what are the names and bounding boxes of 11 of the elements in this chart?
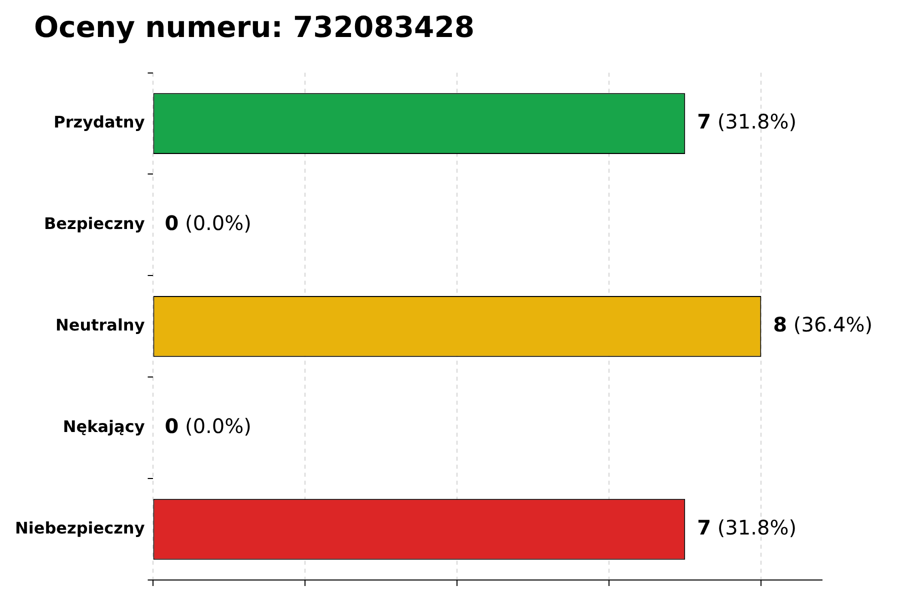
data-label: 7 (31.8%) [697,110,797,134]
y-tick-label: Neutralny [55,316,146,335]
y-tick-label: Nękający [62,416,146,436]
chart-title: Oceny numeru: 732083428 [34,10,475,44]
data-label: 7 (31.8%) [697,515,797,540]
data-label: 0 (0.0%) [164,211,252,236]
y-tick-label: Niebezpieczny [15,518,146,538]
y-tick-label: Bezpieczny [44,214,146,234]
data-label: 0 (0.0%) [164,414,252,438]
y-tick-label: Przydatny [54,112,146,132]
data-label: 8 (36.4%) [773,312,873,337]
